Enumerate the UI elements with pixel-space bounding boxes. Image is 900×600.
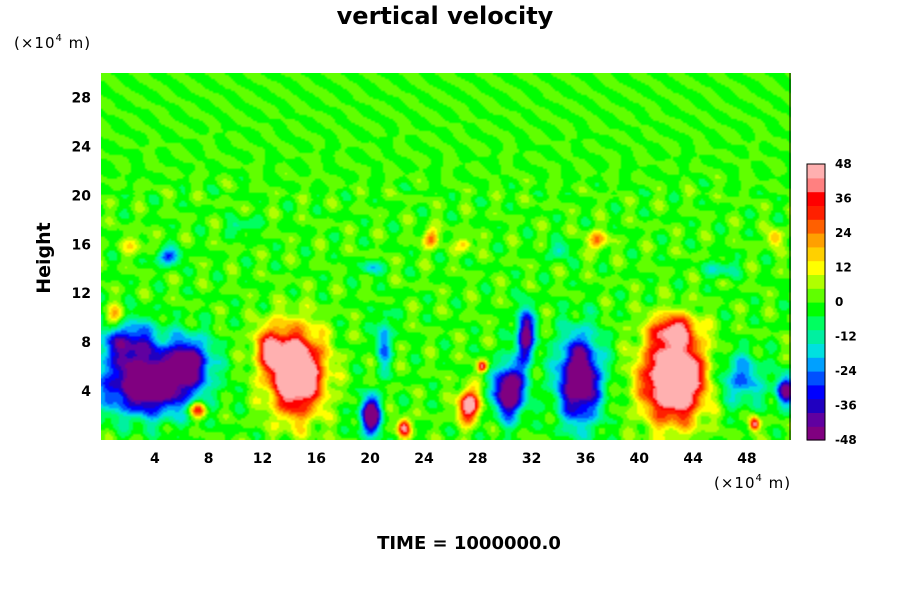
colorbar-swatch xyxy=(807,219,825,234)
colorbar-swatch xyxy=(807,371,825,386)
colorbar-swatch xyxy=(807,426,825,441)
colorbar-tick-label: 0 xyxy=(835,295,843,309)
colorbar-tick-label: -36 xyxy=(835,399,857,413)
x-tick-label: 12 xyxy=(253,451,272,467)
colorbar-swatch xyxy=(807,384,825,400)
x-tick-label: 36 xyxy=(576,451,595,467)
colorbar-tick-labels: 48 36 24 12 0 -12 -24 -36 -48 xyxy=(835,157,857,447)
colorbar-swatch xyxy=(807,288,825,303)
x-tick-label: 20 xyxy=(360,451,380,467)
chart-title: vertical velocity xyxy=(337,2,554,30)
x-unit-label: (×104 m) xyxy=(714,473,791,492)
y-tick-label: 8 xyxy=(81,335,91,351)
y-tick-label: 24 xyxy=(72,139,92,155)
colorbar-swatch xyxy=(807,329,825,344)
y-tick-label: 4 xyxy=(81,384,91,400)
x-tick-label: 32 xyxy=(522,451,541,467)
colorbar xyxy=(806,163,826,441)
x-tick-label: 8 xyxy=(204,451,214,467)
y-axis-label: Height xyxy=(33,222,55,294)
colorbar-swatch xyxy=(807,315,825,331)
colorbar-tick-label: 36 xyxy=(835,192,852,206)
colorbar-swatch xyxy=(807,260,825,275)
colorbar-swatch xyxy=(807,233,825,248)
colorbar-tick-label: -24 xyxy=(835,364,857,378)
y-tick-label: 12 xyxy=(72,286,91,302)
x-tick-label: 28 xyxy=(468,451,487,467)
x-tick-label: 4 xyxy=(150,451,160,467)
colorbar-swatch xyxy=(807,177,825,193)
colorbar-swatch xyxy=(807,412,825,427)
colorbar-swatch xyxy=(807,164,825,179)
x-tick-label: 44 xyxy=(683,451,703,467)
colorbar-swatch xyxy=(807,274,825,289)
colorbar-swatch xyxy=(807,246,825,262)
colorbar-tick-label: -12 xyxy=(835,330,857,344)
y-tick-label: 20 xyxy=(72,188,92,204)
time-label: TIME = 1000000.0 xyxy=(377,533,561,554)
colorbar-swatch xyxy=(807,357,825,372)
x-tick-label: 40 xyxy=(630,451,650,467)
colorbar-swatch xyxy=(807,343,825,358)
y-unit-label: (×104 m) xyxy=(14,33,91,52)
x-tick-label: 16 xyxy=(307,451,326,467)
colorbar-tick-label: 12 xyxy=(835,261,852,275)
colorbar-tick-label: -48 xyxy=(835,433,857,447)
colorbar-tick-label: 24 xyxy=(835,226,852,240)
colorbar-swatch xyxy=(807,205,825,220)
x-tick-labels: 4 8 12 16 20 24 28 32 36 40 44 48 xyxy=(150,451,757,467)
colorbar-frame xyxy=(806,163,826,441)
colorbar-tick-label: 48 xyxy=(835,157,852,171)
heatmap-field xyxy=(101,73,791,440)
colorbar-swatch xyxy=(807,191,825,206)
y-tick-label: 16 xyxy=(72,237,91,253)
x-tick-label: 48 xyxy=(737,451,756,467)
x-tick-label: 24 xyxy=(414,451,434,467)
y-tick-label: 28 xyxy=(72,90,91,106)
colorbar-swatch xyxy=(807,302,825,317)
y-tick-labels: 4 8 12 16 20 24 28 xyxy=(72,90,92,400)
colorbar-swatch xyxy=(807,398,825,413)
